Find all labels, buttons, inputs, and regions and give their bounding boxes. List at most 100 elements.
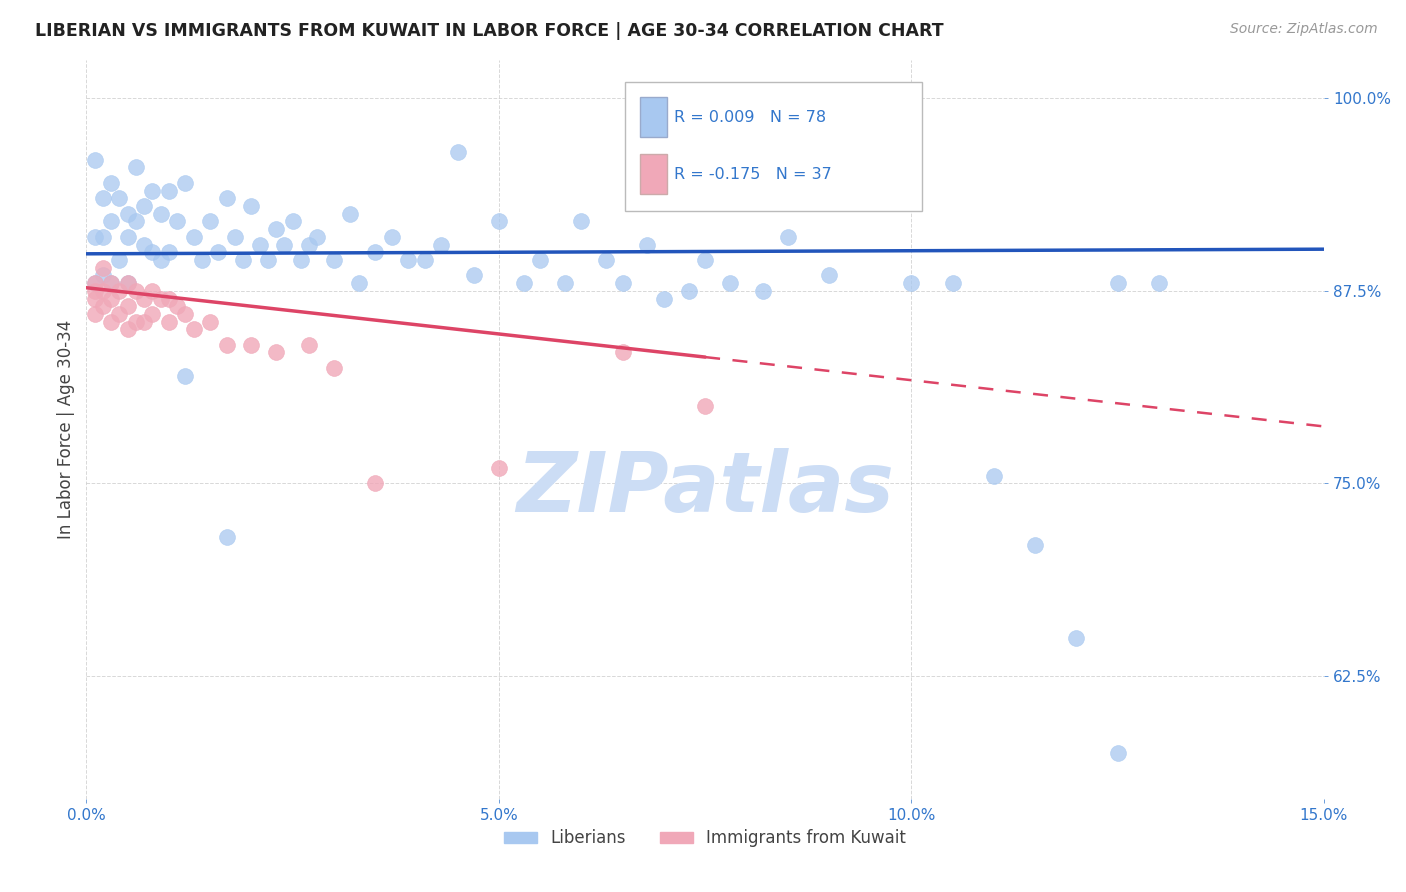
Point (174, 368, 197, 383)
Point (117, 230, 139, 244)
Point (249, 237, 271, 252)
Point (256, 252, 278, 267)
Point (430, 237, 453, 252)
Point (1147, 276, 1170, 290)
Point (91, 299, 114, 313)
Point (191, 252, 214, 267)
Point (174, 307, 197, 321)
Point (108, 252, 131, 267)
Point (322, 360, 344, 375)
Point (125, 284, 148, 298)
Point (554, 276, 576, 290)
Point (942, 276, 965, 290)
Point (108, 191, 131, 205)
Point (488, 461, 510, 475)
Point (132, 292, 155, 306)
Text: R = -0.175   N = 37: R = -0.175 N = 37 (675, 167, 832, 182)
Point (224, 230, 246, 244)
Point (264, 345, 287, 359)
Point (1107, 276, 1129, 290)
Point (117, 276, 139, 290)
Point (174, 176, 197, 190)
Point (413, 252, 436, 267)
Point (108, 307, 131, 321)
Point (132, 237, 155, 252)
Point (149, 252, 172, 267)
Point (298, 237, 321, 252)
Point (83, 292, 105, 306)
Point (364, 476, 387, 491)
Point (463, 268, 485, 283)
Point (83, 284, 105, 298)
Point (141, 184, 163, 198)
Point (132, 315, 155, 329)
Point (232, 252, 254, 267)
Point (141, 245, 163, 260)
Point (117, 207, 139, 221)
Point (1066, 631, 1088, 645)
Point (298, 337, 321, 351)
Point (125, 161, 148, 175)
Text: R = 0.009   N = 78: R = 0.009 N = 78 (675, 110, 827, 125)
Point (125, 315, 148, 329)
Point (612, 276, 634, 290)
Point (695, 400, 717, 414)
Point (83, 276, 105, 290)
Point (100, 276, 122, 290)
Point (91, 230, 114, 244)
Point (488, 214, 510, 228)
Y-axis label: In Labor Force | Age 30-34: In Labor Force | Age 30-34 (58, 320, 75, 539)
Point (141, 284, 163, 298)
Point (752, 284, 775, 298)
Point (983, 468, 1005, 483)
Point (381, 230, 404, 244)
Point (595, 252, 617, 267)
Point (215, 337, 238, 351)
Point (91, 268, 114, 283)
Point (240, 337, 263, 351)
Point (83, 276, 105, 290)
Point (83, 153, 105, 167)
Point (157, 245, 180, 260)
Text: LIBERIAN VS IMMIGRANTS FROM KUWAIT IN LABOR FORCE | AGE 30-34 CORRELATION CHART: LIBERIAN VS IMMIGRANTS FROM KUWAIT IN LA… (35, 22, 943, 40)
Text: ZIPatlas: ZIPatlas (516, 448, 894, 529)
Point (529, 252, 551, 267)
Point (83, 307, 105, 321)
Point (512, 276, 534, 290)
Point (100, 214, 122, 228)
Point (818, 268, 841, 283)
Point (207, 245, 229, 260)
Point (339, 207, 361, 221)
Point (446, 145, 468, 159)
Point (117, 276, 139, 290)
Point (166, 214, 188, 228)
Point (91, 284, 114, 298)
Point (198, 315, 221, 329)
Point (240, 199, 263, 213)
Point (157, 292, 180, 306)
Point (108, 284, 131, 298)
Point (166, 299, 188, 313)
Point (612, 345, 634, 359)
Point (396, 252, 419, 267)
Point (149, 292, 172, 306)
Point (117, 299, 139, 313)
Point (100, 176, 122, 190)
Point (157, 184, 180, 198)
Point (132, 199, 155, 213)
Point (215, 191, 238, 205)
Point (652, 292, 675, 306)
Point (100, 276, 122, 290)
Point (364, 245, 387, 260)
Point (569, 214, 592, 228)
Point (859, 153, 882, 167)
Point (198, 214, 221, 228)
Point (307, 230, 329, 244)
Point (1024, 538, 1046, 552)
Text: Source: ZipAtlas.com: Source: ZipAtlas.com (1230, 22, 1378, 37)
Point (695, 252, 717, 267)
Point (183, 230, 205, 244)
Point (281, 214, 304, 228)
Point (636, 237, 658, 252)
Point (91, 260, 114, 275)
